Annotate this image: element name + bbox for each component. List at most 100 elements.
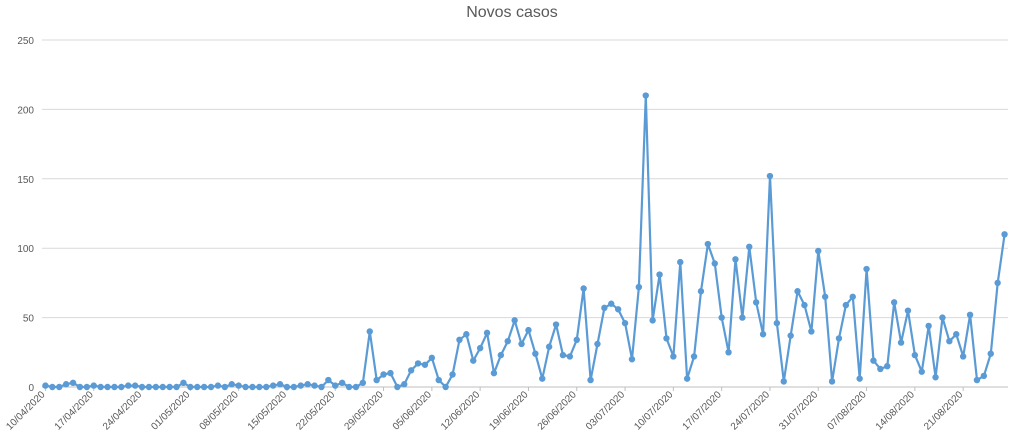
x-tick-label: 10/04/2020: [4, 389, 47, 432]
x-tick-label: 15/05/2020: [246, 389, 289, 432]
data-point: [269, 382, 277, 389]
data-point: [56, 383, 63, 391]
data-point: [870, 357, 877, 364]
data-point: [166, 383, 173, 391]
data-point: [697, 288, 705, 295]
data-point: [594, 340, 601, 348]
data-point: [173, 383, 180, 391]
data-point: [235, 382, 242, 389]
data-point: [297, 382, 304, 389]
data-point: [483, 329, 491, 337]
data-point: [966, 311, 974, 319]
data-point: [904, 307, 912, 314]
data-point: [656, 271, 663, 278]
y-tick-label: 250: [17, 36, 34, 47]
data-point: [614, 306, 622, 313]
data-point: [194, 383, 201, 391]
data-point: [739, 314, 746, 321]
data-point: [290, 383, 298, 391]
data-point: [663, 335, 670, 342]
data-point: [366, 328, 373, 335]
data-point: [359, 379, 367, 387]
data-point: [801, 301, 808, 309]
data-point: [704, 240, 712, 248]
data-point: [387, 369, 394, 377]
data-point: [76, 383, 84, 391]
x-tick-label: 01/05/2020: [149, 389, 192, 432]
y-tick-label: 0: [28, 383, 34, 394]
x-tick-label: 14/08/2020: [874, 389, 917, 432]
data-point: [256, 383, 263, 391]
data-point: [138, 383, 146, 391]
x-tick-label: 17/04/2020: [53, 389, 96, 432]
data-point: [532, 350, 539, 357]
data-point: [352, 383, 360, 391]
data-point: [884, 362, 891, 370]
data-point: [490, 369, 498, 377]
x-tick-label: 03/07/2020: [584, 389, 627, 432]
data-point: [608, 300, 615, 307]
x-tick-label: 10/07/2020: [632, 389, 675, 432]
data-point: [428, 354, 436, 362]
data-point: [152, 383, 160, 391]
y-tick-label: 200: [17, 105, 34, 116]
data-point: [187, 383, 194, 391]
data-point: [221, 383, 229, 391]
data-point: [394, 383, 401, 391]
data-point: [780, 378, 787, 385]
x-tick-label: 21/08/2020: [922, 389, 965, 432]
data-point: [794, 288, 801, 295]
data-point: [83, 383, 91, 391]
data-point: [242, 383, 249, 391]
data-point: [759, 331, 767, 338]
data-point: [587, 376, 594, 384]
data-point: [518, 340, 525, 348]
x-tick-label: 17/07/2020: [681, 389, 724, 432]
data-point: [690, 353, 698, 360]
y-tick-label: 150: [17, 175, 34, 186]
data-point: [449, 371, 456, 378]
data-point: [414, 360, 422, 367]
x-tick-label: 26/06/2020: [536, 389, 579, 432]
data-point: [283, 383, 291, 391]
data-point: [118, 383, 125, 391]
data-point: [711, 260, 718, 267]
data-point: [725, 349, 732, 356]
y-tick-label: 100: [17, 244, 34, 255]
data-point: [683, 375, 691, 382]
data-point: [573, 336, 580, 344]
data-point: [773, 319, 781, 327]
data-point: [442, 383, 449, 391]
data-point: [670, 353, 677, 360]
data-point: [380, 371, 387, 378]
data-point: [642, 92, 649, 99]
data-point: [628, 356, 636, 363]
data-point: [918, 368, 925, 375]
data-point: [421, 361, 429, 368]
data-point: [877, 365, 884, 373]
data-point: [815, 247, 822, 255]
data-point: [497, 351, 505, 359]
data-point: [311, 382, 318, 389]
data-point: [104, 383, 111, 391]
y-tick-label: 50: [23, 314, 35, 325]
data-point: [180, 379, 187, 387]
data-point: [131, 382, 139, 389]
data-point: [732, 256, 739, 263]
x-tick-label: 12/06/2020: [439, 389, 482, 432]
data-point: [890, 299, 898, 306]
data-point: [987, 350, 994, 357]
data-point: [159, 383, 166, 391]
data-point: [932, 374, 939, 381]
data-point: [249, 383, 256, 391]
data-point: [276, 381, 284, 388]
data-point: [476, 344, 484, 352]
data-point: [511, 317, 518, 324]
data-point: [635, 283, 643, 291]
data-point: [407, 367, 415, 374]
data-point: [601, 304, 608, 312]
data-point: [125, 382, 132, 389]
data-point: [304, 381, 311, 388]
data-point: [897, 339, 905, 346]
